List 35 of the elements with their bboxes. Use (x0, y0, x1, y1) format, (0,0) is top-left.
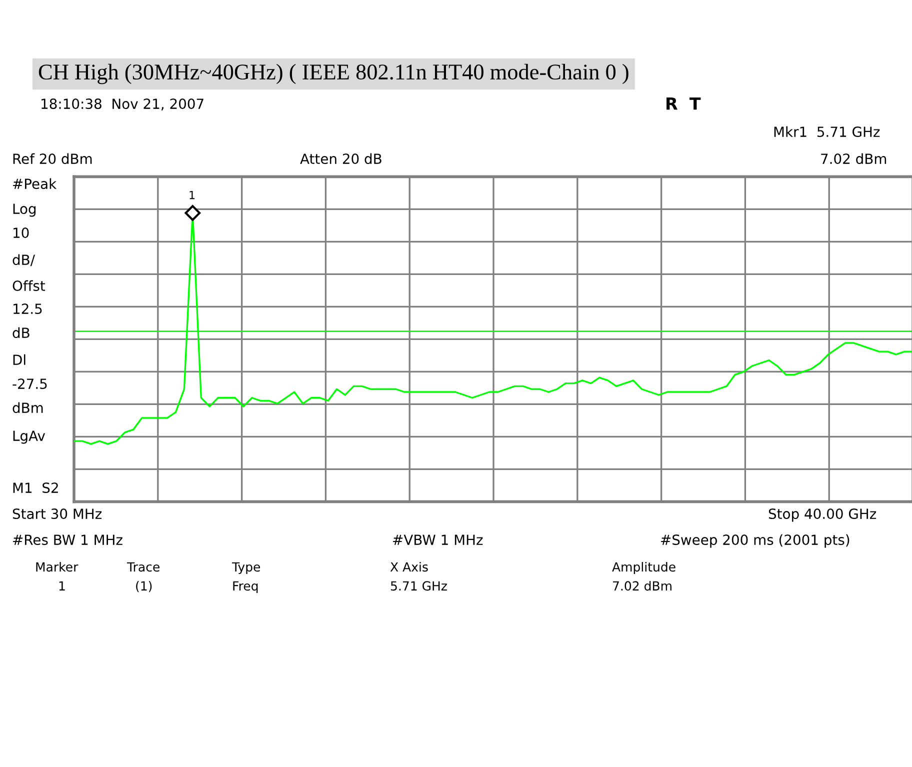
text: Trace (126, 562, 160, 572)
text: Freq (233, 581, 258, 594)
text: Marker (36, 562, 78, 572)
text: LgAv (13, 430, 46, 444)
text: dB/ (12, 254, 36, 266)
text: Type (232, 562, 260, 574)
text: 10 (14, 228, 29, 238)
text: Amplitude (612, 562, 676, 574)
text: #Sweep 200 ms (2001 pts) (661, 534, 850, 548)
text: Offst (12, 280, 46, 292)
text: dBm (12, 402, 43, 414)
text: Log (13, 204, 36, 217)
text: #VBW 1 MHz (393, 534, 483, 545)
text: 7.02 dBm (613, 580, 672, 591)
text: Dl (13, 354, 26, 365)
text: Mkr1 5.71 GHz (774, 126, 880, 138)
text: dB (12, 327, 30, 338)
text: Ref 20 dBm (13, 153, 92, 164)
text: 7.02 dBm (821, 153, 886, 164)
text: X Axis (390, 562, 428, 572)
chart-title: CH High (30MHz~40GHz) ( IEEE 802.11n HT40 mode-Chain 0 ) (38, 64, 628, 84)
text: 1 (59, 581, 65, 590)
text: Stop 40.00 GHz (768, 508, 876, 522)
text: 1 (190, 190, 195, 200)
text: #Res BW 1 MHz (13, 534, 122, 546)
text: -27.5 (12, 378, 47, 390)
text: (1) (136, 580, 152, 592)
text: Start 30 MHz (12, 508, 102, 520)
text: 5.71 GHz (390, 581, 447, 591)
text: Atten 20 dB (300, 153, 382, 164)
text: #Peak (13, 178, 57, 190)
text: 12.5 (14, 304, 42, 314)
text: R T (666, 97, 701, 110)
text: 18:10:38 Nov 21, 2007 (42, 98, 204, 110)
text: M1 S2 (13, 482, 58, 494)
